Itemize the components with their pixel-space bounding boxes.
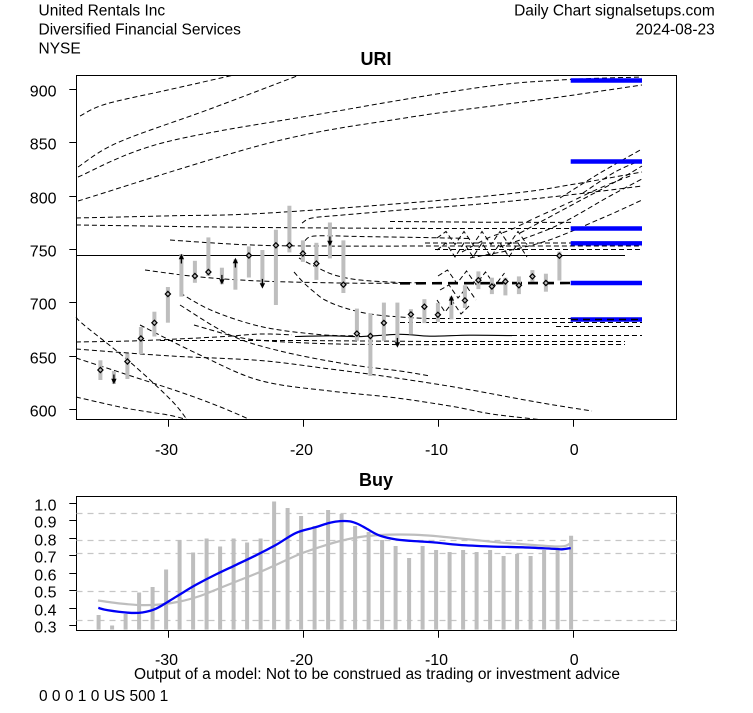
svg-text:Buy: Buy (359, 470, 393, 490)
svg-text:0: 0 (570, 652, 579, 669)
svg-text:Daily Chart signalsetups.com: Daily Chart signalsetups.com (514, 3, 715, 20)
svg-text:700: 700 (30, 296, 57, 313)
svg-text:0.5: 0.5 (34, 584, 56, 601)
svg-text:800: 800 (30, 190, 57, 207)
svg-text:-30: -30 (155, 442, 178, 459)
svg-text:0.3: 0.3 (34, 619, 56, 636)
svg-text:-20: -20 (290, 442, 313, 459)
svg-text:900: 900 (30, 83, 57, 100)
svg-text:750: 750 (30, 243, 57, 260)
svg-text:-30: -30 (155, 652, 178, 669)
svg-text:2024-08-23: 2024-08-23 (636, 22, 715, 39)
svg-text:United Rentals Inc: United Rentals Inc (39, 3, 166, 20)
svg-text:URI: URI (361, 49, 392, 69)
svg-text:0: 0 (570, 442, 579, 459)
svg-text:-10: -10 (425, 652, 448, 669)
svg-text:650: 650 (30, 350, 57, 367)
svg-text:0.8: 0.8 (34, 532, 56, 549)
svg-text:NYSE: NYSE (39, 41, 81, 58)
svg-text:-10: -10 (425, 442, 448, 459)
svg-text:0.4: 0.4 (34, 602, 56, 619)
svg-text:600: 600 (30, 403, 57, 420)
svg-text:Output of a model: Not to be c: Output of a model: Not to be construed a… (134, 666, 620, 683)
svg-text:1.0: 1.0 (34, 497, 56, 514)
svg-text:0.7: 0.7 (34, 549, 56, 566)
svg-text:850: 850 (30, 136, 57, 153)
svg-text:0.9: 0.9 (34, 514, 56, 531)
svg-text:-20: -20 (290, 652, 313, 669)
svg-text:0.6: 0.6 (34, 567, 56, 584)
svg-text:0 0 0 1 0 US 500 1: 0 0 0 1 0 US 500 1 (39, 688, 168, 705)
svg-text:Diversified Financial Services: Diversified Financial Services (39, 22, 242, 39)
